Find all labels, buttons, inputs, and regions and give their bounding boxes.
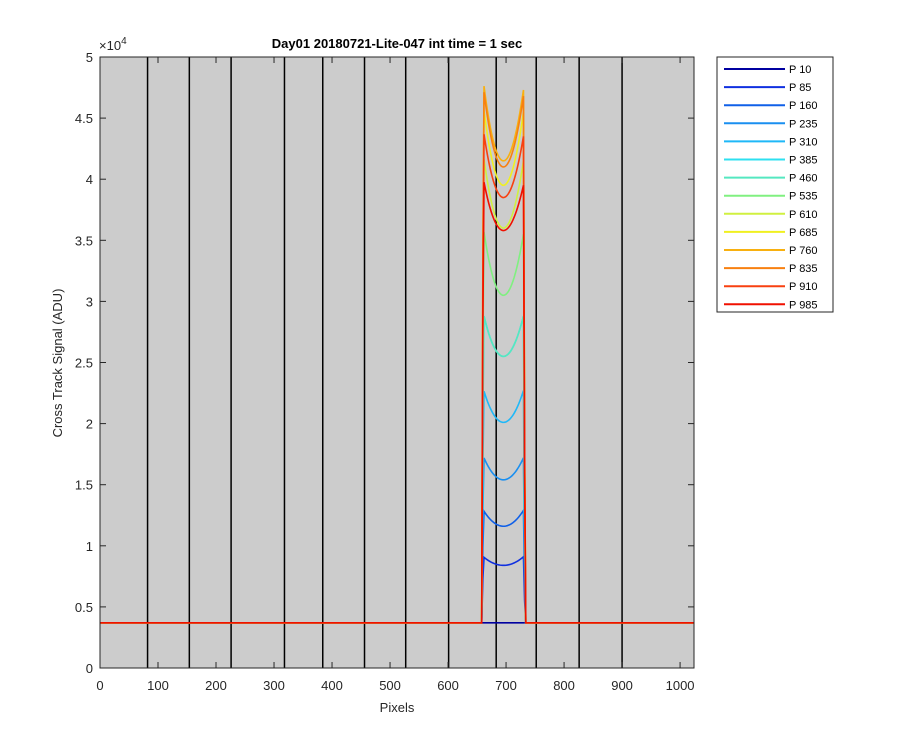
legend-entry: P 760 bbox=[789, 245, 818, 257]
plot-area bbox=[100, 57, 694, 668]
x-tick-label: 1000 bbox=[666, 678, 695, 693]
legend-entry: P 310 bbox=[789, 136, 818, 148]
legend-entry: P 535 bbox=[789, 191, 818, 203]
chart-title: Day01 20180721-Lite-047 int time = 1 sec bbox=[272, 36, 522, 51]
y-tick-label: 3.5 bbox=[75, 233, 93, 248]
axes: 0 100 200 300 400 500 600 700 800 900 1000 0 0.5 1 1.5… bbox=[75, 50, 695, 693]
x-tick-label: 600 bbox=[437, 678, 459, 693]
x-tick-label: 800 bbox=[553, 678, 575, 693]
legend-entry: P 85 bbox=[789, 82, 811, 94]
legend-entry: P 235 bbox=[789, 118, 818, 130]
x-tick-label: 400 bbox=[321, 678, 343, 693]
y-tick-label: 2.5 bbox=[75, 356, 93, 371]
legend-entry: P 985 bbox=[789, 299, 818, 311]
legend-entry: P 385 bbox=[789, 155, 818, 167]
legend-entry: P 160 bbox=[789, 100, 818, 112]
series-lines bbox=[100, 85, 694, 624]
legend-entry: P 685 bbox=[789, 227, 818, 239]
x-axis-label: Pixels bbox=[380, 700, 415, 715]
series-line bbox=[100, 182, 694, 624]
y-tick-label: 4 bbox=[86, 172, 93, 187]
y-tick-label: 2 bbox=[86, 417, 93, 432]
y-tick-label: 1.5 bbox=[75, 478, 93, 493]
x-tick-label: 100 bbox=[147, 678, 169, 693]
y-tick-label: 3 bbox=[86, 294, 93, 309]
y-exponent-label: ×104 bbox=[99, 36, 127, 53]
legend-entry: P 835 bbox=[789, 263, 818, 275]
y-tick-label: 5 bbox=[86, 50, 93, 65]
plot-background bbox=[100, 57, 694, 668]
x-tick-label: 700 bbox=[495, 678, 517, 693]
legend-entry: P 10 bbox=[789, 64, 811, 76]
legend-entry: P 460 bbox=[789, 173, 818, 185]
legend: P 10 P 85 P 160 P 235 P 310 P 385 P 460 P 535 P … bbox=[716, 56, 834, 313]
x-tick-label: 500 bbox=[379, 678, 401, 693]
x-tick-label: 200 bbox=[205, 678, 227, 693]
y-exponent-power: 4 bbox=[121, 36, 127, 47]
x-tick-label: 300 bbox=[263, 678, 285, 693]
y-tick-label: 1 bbox=[86, 539, 93, 554]
y-tick-label: 4.5 bbox=[75, 111, 93, 126]
y-axis-label: Cross Track Signal (ADU) bbox=[50, 289, 65, 438]
y-tick-label: 0 bbox=[86, 661, 93, 676]
x-tick-label: 0 bbox=[96, 678, 103, 693]
y-exponent-base: ×10 bbox=[99, 38, 121, 53]
x-tick-label: 900 bbox=[611, 678, 633, 693]
legend-box bbox=[716, 56, 834, 313]
legend-entry: P 910 bbox=[789, 281, 818, 293]
y-tick-label: 0.5 bbox=[75, 600, 93, 615]
legend-entry: P 610 bbox=[789, 209, 818, 221]
